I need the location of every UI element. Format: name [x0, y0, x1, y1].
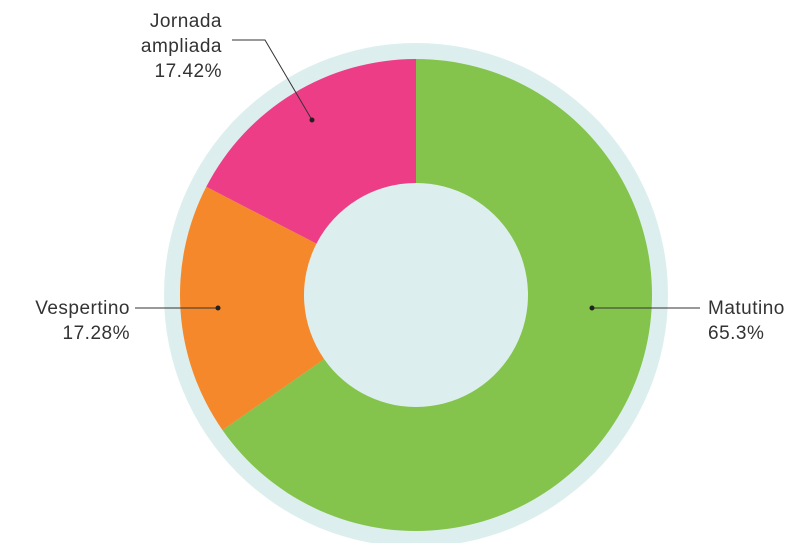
slice-label: Vespertino 17.28%: [0, 296, 130, 346]
leader-dot: [309, 117, 315, 123]
leader-line: [232, 39, 313, 121]
leader-dot: [589, 305, 595, 311]
value-label: 17.42%: [154, 61, 222, 82]
donut-slice: [206, 59, 416, 244]
slice-label: Matutino 65.3%: [708, 296, 812, 346]
value-label: 65.3%: [708, 323, 765, 344]
category-label: Vespertino: [35, 298, 130, 319]
value-label: 17.28%: [62, 323, 130, 344]
category-label: Jornada ampliada: [140, 11, 222, 57]
donut-slice: [222, 59, 652, 531]
donut-slice: [180, 186, 325, 431]
slice-label: Jornada ampliada 17.42%: [112, 9, 222, 84]
category-label: Matutino: [708, 298, 785, 319]
leader-dot: [215, 305, 221, 311]
